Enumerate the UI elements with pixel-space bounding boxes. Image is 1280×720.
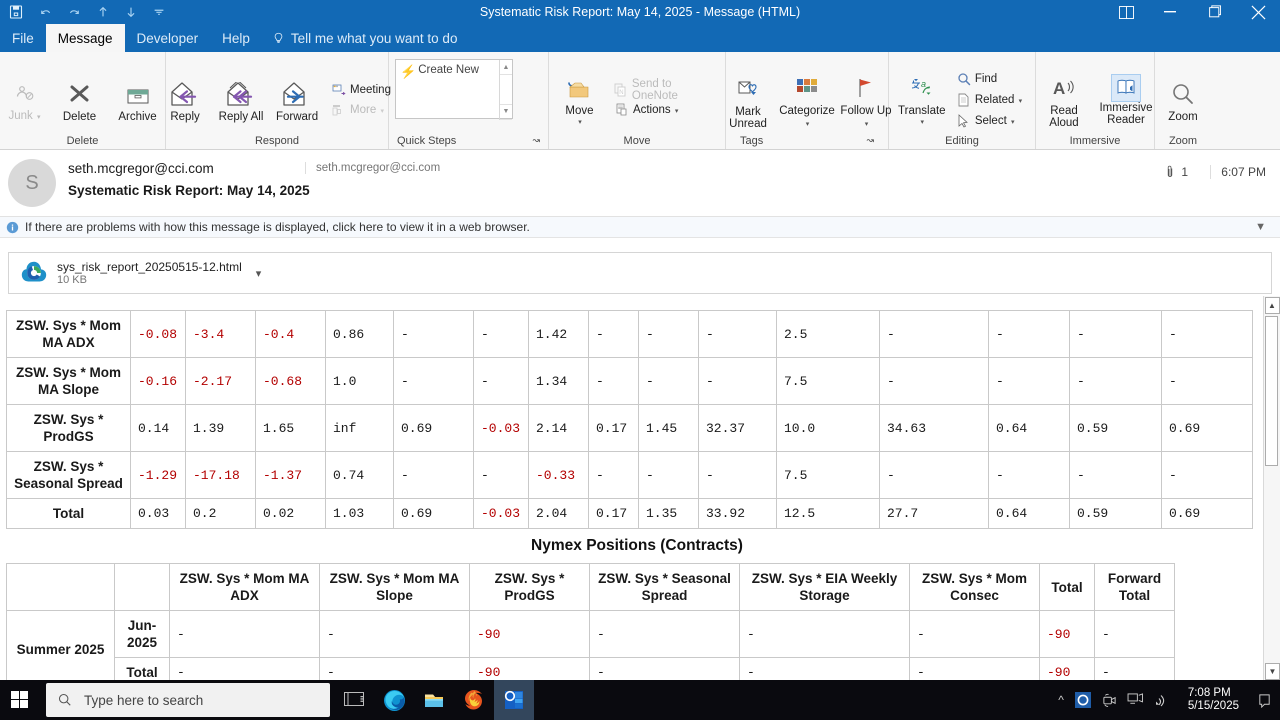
svg-text:A: A [1053,79,1065,98]
svg-text:a: a [921,79,926,89]
svg-text:N: N [620,90,624,96]
